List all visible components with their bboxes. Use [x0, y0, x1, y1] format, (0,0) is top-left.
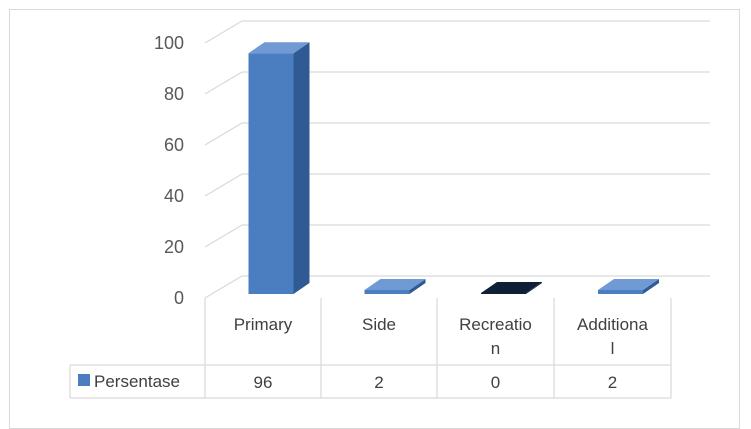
y-tick-label: 60: [164, 135, 184, 155]
data-table-value: 96: [254, 373, 273, 392]
y-tick-label: 0: [174, 288, 184, 308]
gridline-diag: [204, 122, 243, 146]
bar-front: [364, 290, 410, 294]
bar-top: [248, 42, 310, 54]
gridline-diag: [204, 173, 243, 197]
legend-series-name: Persentase: [94, 372, 180, 391]
y-tick-label: 20: [164, 237, 184, 257]
bar-side: [643, 279, 659, 294]
category-label: Additiona: [577, 315, 648, 334]
gridline-diag: [204, 71, 243, 95]
bar-top: [364, 279, 426, 290]
category-label: Primary: [234, 315, 293, 334]
gridline-diag: [204, 224, 243, 248]
data-table-value: 2: [608, 373, 617, 392]
data-table-value: 2: [374, 373, 383, 392]
y-axis-ticks: 0 20 40 60 80 100: [154, 33, 184, 308]
bar-side: [293, 42, 310, 295]
bar-front: [481, 293, 526, 294]
bar-top: [598, 279, 659, 290]
data-table-value: 0: [491, 373, 500, 392]
gridline-diag: [204, 20, 243, 44]
legend-swatch: [78, 374, 90, 386]
y-tick-label: 40: [164, 186, 184, 206]
bar-front: [598, 290, 643, 294]
y-tick-label: 80: [164, 84, 184, 104]
gridline-diag: [204, 275, 243, 299]
category-label: Recreatio: [459, 315, 532, 334]
bar-front: [248, 53, 294, 295]
category-label: n: [491, 339, 500, 358]
y-tick-label: 100: [154, 33, 184, 53]
data-table: Primary Side Recreatio n Additiona l Persentas…: [69, 298, 672, 399]
bar-side: [409, 279, 426, 294]
gridlines: [204, 20, 710, 299]
bar-side: [526, 282, 542, 294]
category-label: Side: [362, 315, 396, 334]
category-label: l: [611, 339, 615, 358]
bar-top: [481, 282, 542, 293]
bars: [248, 42, 659, 295]
